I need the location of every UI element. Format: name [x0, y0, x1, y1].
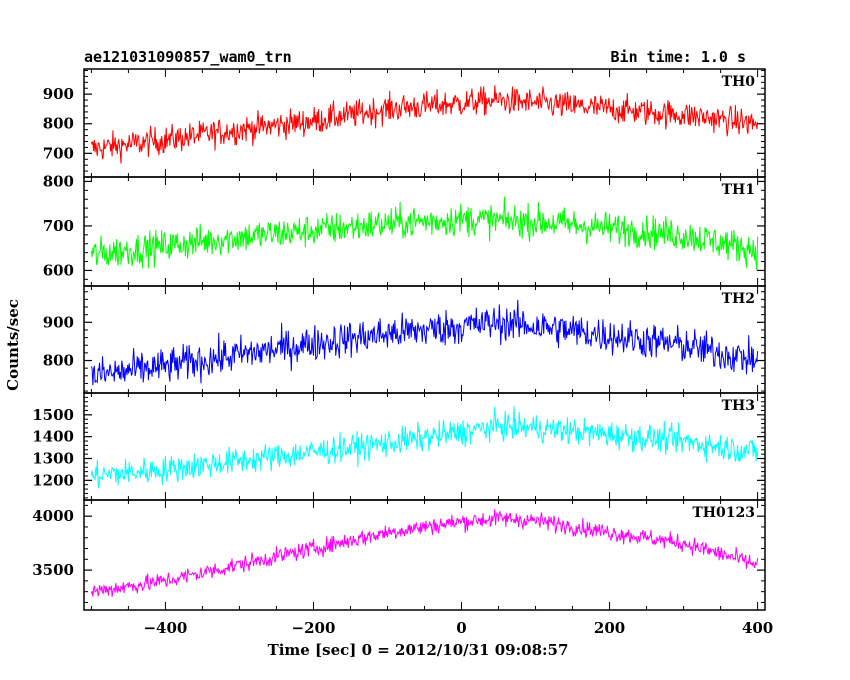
x-axis-label: Time [sec] 0 = 2012/10/31 09:08:57	[268, 641, 569, 659]
x-tick-label: 200	[594, 619, 625, 637]
y-axis-label: Counts/sec	[4, 299, 22, 391]
panel-th0: 700 800 900 TH0	[43, 68, 766, 178]
y-tick-label: 1500	[32, 406, 74, 424]
series-line-th0123	[90, 509, 759, 597]
panels-group: 700 800 900 TH0 600 700 800 TH1 800 900 TH2 1200 130…	[32, 68, 766, 611]
y-tick-label: 1300	[32, 450, 74, 468]
y-tick-label: 700	[43, 217, 74, 235]
series-line-th3	[90, 406, 759, 489]
panel-label-th2: TH2	[722, 291, 755, 307]
y-tick-label: 900	[43, 85, 74, 103]
panel-th3: 1200 1300 1400 1500 TH3	[32, 392, 766, 501]
y-tick-label: 800	[43, 172, 74, 190]
panel-label-th3: TH3	[722, 398, 755, 414]
x-tick-label: −200	[292, 619, 336, 637]
x-tick-label: 0	[456, 619, 466, 637]
y-tick-label: 600	[43, 261, 74, 279]
panel-frame	[83, 392, 766, 501]
y-tick-label: 3500	[32, 561, 74, 579]
chart-title: ae121031090857_wam0_trn	[84, 48, 292, 66]
y-tick-label: 4000	[32, 507, 74, 525]
y-tick-label: 800	[43, 115, 74, 133]
y-tick-label: 800	[43, 352, 74, 370]
panel-th0123: 3500 4000 TH0123	[32, 499, 766, 611]
chart-subtitle: Bin time: 1.0 s	[611, 48, 746, 66]
series-line-th1	[90, 196, 759, 271]
panel-frame	[83, 499, 766, 611]
panel-label-th0123: TH0123	[692, 505, 755, 521]
panel-label-th1: TH1	[722, 182, 755, 198]
y-tick-label: 700	[43, 144, 74, 162]
panel-frame	[83, 68, 766, 178]
panel-th2: 800 900 TH2	[43, 285, 766, 394]
y-tick-label: 1400	[32, 428, 74, 446]
series-line-th0	[90, 85, 759, 164]
x-axis: −400 −200 0 200 400	[143, 619, 773, 637]
series-line-th2	[90, 299, 759, 386]
y-tick-label: 1200	[32, 471, 74, 489]
x-tick-label: 400	[742, 619, 773, 637]
x-tick-label: −400	[143, 619, 187, 637]
y-tick-label: 900	[43, 313, 74, 331]
panel-label-th0: TH0	[722, 74, 756, 90]
panel-th1: 600 700 800 TH1	[43, 172, 766, 287]
